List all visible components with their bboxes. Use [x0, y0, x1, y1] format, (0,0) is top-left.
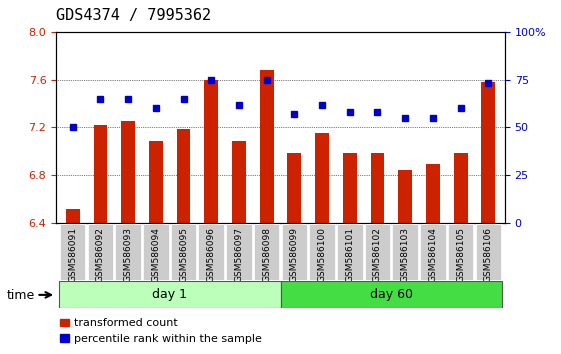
Text: GSM586094: GSM586094 [151, 227, 160, 282]
Bar [426, 165, 440, 223]
Bar [448, 224, 473, 280]
Text: GSM586101: GSM586101 [345, 227, 354, 282]
Text: GSM586106: GSM586106 [484, 227, 493, 282]
Text: GSM586104: GSM586104 [429, 227, 438, 282]
Text: GSM586098: GSM586098 [262, 227, 271, 282]
Bar [232, 141, 246, 223]
Text: GDS4374 / 7995362: GDS4374 / 7995362 [56, 8, 211, 23]
Bar [343, 153, 357, 223]
Text: GSM586099: GSM586099 [290, 227, 299, 282]
Text: GSM586105: GSM586105 [456, 227, 465, 282]
Bar [149, 141, 163, 223]
Text: GSM586093: GSM586093 [123, 227, 132, 282]
Bar [254, 224, 279, 280]
Bar [66, 209, 80, 223]
Text: GSM586091: GSM586091 [68, 227, 77, 282]
Bar [282, 224, 307, 280]
Text: GSM586097: GSM586097 [234, 227, 243, 282]
Text: GSM586103: GSM586103 [401, 227, 410, 282]
Bar [476, 224, 501, 280]
Bar [171, 224, 196, 280]
Bar [260, 70, 274, 223]
Bar [337, 224, 362, 280]
Bar [143, 224, 168, 280]
Bar [59, 281, 280, 308]
Text: day 1: day 1 [152, 288, 187, 301]
Bar [481, 82, 495, 223]
Text: GSM586095: GSM586095 [179, 227, 188, 282]
Bar [454, 153, 467, 223]
Bar [199, 224, 224, 280]
Bar [370, 153, 384, 223]
Bar [280, 281, 502, 308]
Bar [60, 224, 85, 280]
Legend: transformed count, percentile rank within the sample: transformed count, percentile rank withi… [56, 314, 266, 348]
Bar [393, 224, 418, 280]
Text: day 60: day 60 [370, 288, 413, 301]
Bar [94, 125, 107, 223]
Bar [315, 133, 329, 223]
Text: GSM586100: GSM586100 [318, 227, 327, 282]
Bar [287, 153, 301, 223]
Text: GSM586092: GSM586092 [96, 227, 105, 282]
Bar [226, 224, 252, 280]
Text: GSM586096: GSM586096 [207, 227, 216, 282]
Bar [309, 224, 335, 280]
Bar [204, 80, 218, 223]
Bar [177, 129, 191, 223]
Bar [420, 224, 445, 280]
Bar [398, 170, 412, 223]
Bar [121, 121, 135, 223]
Text: time: time [7, 289, 35, 302]
Bar [88, 224, 113, 280]
Bar [365, 224, 390, 280]
Bar [116, 224, 141, 280]
Text: GSM586102: GSM586102 [373, 227, 382, 282]
